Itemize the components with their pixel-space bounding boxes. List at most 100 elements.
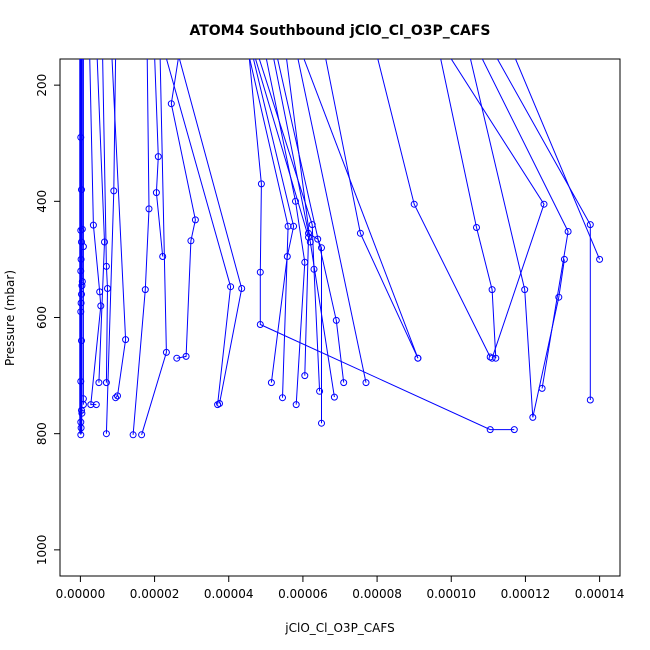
data-point xyxy=(114,392,121,400)
data-point xyxy=(216,400,223,407)
data-point xyxy=(332,316,340,324)
data-point xyxy=(89,221,97,229)
data-point xyxy=(290,222,298,230)
series-line xyxy=(481,59,569,389)
series-line xyxy=(248,59,515,431)
data-point xyxy=(102,430,110,438)
y-tick-label: 1000 xyxy=(35,535,49,566)
series-line xyxy=(377,59,491,358)
x-axis-label: jClO_Cl_O3P_CAFS xyxy=(284,621,394,635)
data-point xyxy=(122,336,130,344)
series-line xyxy=(303,59,419,359)
data-point xyxy=(529,413,537,421)
data-point xyxy=(586,221,594,229)
series-line xyxy=(277,59,345,383)
data-point xyxy=(141,286,149,294)
data-point xyxy=(410,200,418,208)
data-point xyxy=(488,354,496,362)
data-point xyxy=(102,262,110,270)
data-point xyxy=(292,197,299,205)
series-line xyxy=(297,59,367,383)
data-point xyxy=(318,244,325,252)
data-point xyxy=(279,394,286,402)
data-point xyxy=(173,354,181,362)
series-line xyxy=(249,59,289,398)
series-line xyxy=(255,59,310,376)
series-line xyxy=(102,59,109,383)
series-line xyxy=(258,59,321,392)
plot-area xyxy=(77,59,604,439)
data-point xyxy=(154,153,162,161)
y-tick-label: 800 xyxy=(35,422,49,445)
y-axis: 200 400 600 800 1000 xyxy=(35,74,60,565)
data-point xyxy=(330,393,338,401)
data-point xyxy=(555,293,563,301)
data-point xyxy=(356,229,364,237)
data-point xyxy=(306,238,314,246)
data-point xyxy=(586,396,594,404)
series-line xyxy=(132,59,150,435)
data-point xyxy=(129,431,137,439)
series-line xyxy=(252,59,295,383)
series-line xyxy=(265,59,306,405)
data-point xyxy=(187,237,195,245)
y-tick-label: 200 xyxy=(35,74,49,97)
x-axis: 0.00000 0.00002 0.00004 0.00006 0.00008 0.000… xyxy=(56,576,624,601)
x-tick-label: 0.00002 xyxy=(130,587,180,601)
data-point xyxy=(102,379,110,387)
y-tick-label: 600 xyxy=(35,306,49,329)
series-line xyxy=(514,59,601,260)
x-tick-label: 0.00004 xyxy=(204,587,254,601)
x-tick-label: 0.00010 xyxy=(426,587,476,601)
data-point xyxy=(101,238,108,246)
data-point xyxy=(191,216,199,224)
data-point xyxy=(227,283,235,291)
data-point xyxy=(521,286,529,294)
data-point xyxy=(97,302,105,310)
data-point xyxy=(362,379,370,387)
data-point xyxy=(292,401,300,409)
data-point xyxy=(540,200,548,208)
data-point xyxy=(256,268,264,276)
data-point xyxy=(95,379,103,387)
data-point xyxy=(488,286,496,294)
x-tick-label: 0.00000 xyxy=(56,587,106,601)
data-point xyxy=(145,205,153,213)
data-point xyxy=(283,253,291,260)
data-point xyxy=(564,228,572,235)
plot-frame xyxy=(59,58,621,577)
data-point xyxy=(112,394,120,402)
series-line xyxy=(154,59,164,257)
data-point xyxy=(492,354,500,362)
data-point xyxy=(167,100,175,108)
data-point xyxy=(92,401,100,409)
data-point xyxy=(538,384,546,392)
series-line xyxy=(165,59,232,405)
data-point xyxy=(267,379,275,387)
y-tick-label: 400 xyxy=(35,190,49,213)
data-point xyxy=(159,253,167,260)
series-line xyxy=(450,59,545,359)
series-line xyxy=(325,59,419,359)
data-point xyxy=(162,348,170,356)
data-point xyxy=(414,354,422,362)
series-line xyxy=(178,59,243,404)
series-line xyxy=(170,59,196,359)
data-point xyxy=(257,180,265,188)
series-line xyxy=(496,59,591,400)
series-line xyxy=(469,59,565,418)
data-point xyxy=(301,258,309,266)
data-point xyxy=(301,372,309,380)
series-line xyxy=(440,59,497,359)
series-line xyxy=(96,59,106,383)
series-line xyxy=(286,59,335,398)
data-point xyxy=(152,189,160,197)
series-line xyxy=(89,59,102,406)
data-point xyxy=(316,387,324,395)
x-tick-label: 0.00008 xyxy=(352,587,402,601)
data-point xyxy=(305,233,312,241)
data-point xyxy=(182,352,190,360)
series-line xyxy=(141,59,167,435)
data-point xyxy=(596,255,604,263)
